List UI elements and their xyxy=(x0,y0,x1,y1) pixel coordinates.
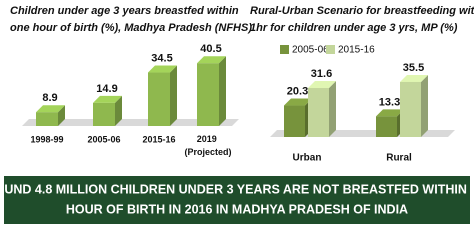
x-tick-label: Rural xyxy=(386,153,412,164)
x-tick-label: 2015-16 xyxy=(142,134,175,144)
bar xyxy=(148,72,170,126)
legend-swatch xyxy=(326,45,335,54)
bar-side xyxy=(219,56,226,126)
bar xyxy=(36,112,58,126)
value-label: 40.5 xyxy=(200,43,221,55)
legend-label: 2015-16 xyxy=(338,45,375,56)
floor xyxy=(22,119,239,126)
banner-box xyxy=(4,176,470,224)
bar xyxy=(400,81,421,137)
bar-top xyxy=(308,81,336,89)
bar xyxy=(197,63,219,126)
bar-side xyxy=(170,65,177,126)
value-label: 35.5 xyxy=(403,62,424,74)
bar-top xyxy=(400,74,428,82)
bar xyxy=(284,105,305,137)
bar-side xyxy=(115,95,122,126)
bar-top xyxy=(284,98,312,106)
value-label: 34.5 xyxy=(151,52,172,64)
legend-swatch xyxy=(280,45,289,54)
bar-top xyxy=(36,105,65,113)
value-label: 13.3 xyxy=(379,96,400,108)
bar xyxy=(93,102,115,126)
x-tick-label: 2019 (Projected) xyxy=(184,134,231,157)
bar xyxy=(376,116,397,137)
chart-title: Children under age 3 years breastfed wit… xyxy=(10,5,239,17)
page: AROUND 4.8 MILLION CHILDREN UNDER 3 YEAR… xyxy=(0,4,474,224)
value-label: 31.6 xyxy=(311,68,332,80)
value-label: 20.3 xyxy=(287,85,308,97)
value-label: 14.9 xyxy=(96,83,117,95)
bar xyxy=(308,88,329,137)
bar-top xyxy=(197,56,226,64)
chart-title: 1hr for children under age 3 yrs, MP (%) xyxy=(250,22,458,34)
bar-top xyxy=(93,95,122,103)
x-tick-label: 2005-06 xyxy=(87,134,120,144)
chart-title: Rural-Urban Scenario for breastfeeding w… xyxy=(250,5,474,17)
x-tick-label: 1998-99 xyxy=(30,134,63,144)
bar-side xyxy=(58,105,65,126)
bar-top xyxy=(148,65,177,73)
bar-side xyxy=(329,81,336,137)
banner-line: HOUR OF BIRTH IN 2016 IN MADHYA PRADESH … xyxy=(66,202,408,216)
chart-title: one hour of birth (%), Madhya Pradesh (N… xyxy=(10,22,252,34)
x-tick-label: Urban xyxy=(293,153,322,164)
banner-line: AROUND 4.8 MILLION CHILDREN UNDER 3 YEAR… xyxy=(0,182,474,196)
bar-top xyxy=(376,109,404,117)
legend-label: 2005-06 xyxy=(292,45,329,56)
bar-side xyxy=(421,74,428,137)
value-label: 8.9 xyxy=(42,92,57,104)
